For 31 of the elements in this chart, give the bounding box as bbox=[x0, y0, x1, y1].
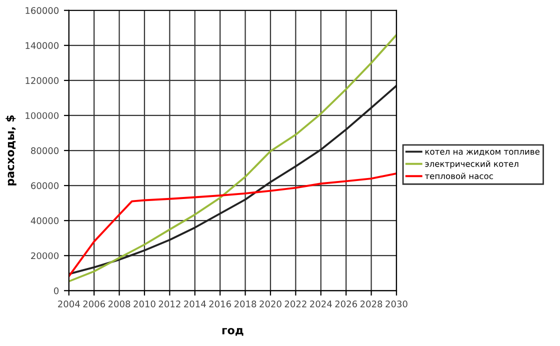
y-tick-label: 140000 bbox=[26, 42, 59, 49]
x-tick-label: 2010 bbox=[134, 300, 156, 308]
x-tick-label: 2026 bbox=[335, 300, 357, 308]
y-tick-label: 20000 bbox=[31, 252, 59, 260]
y-tick-label: 40000 bbox=[30, 217, 59, 224]
y-tick-label: 120000 bbox=[26, 77, 59, 84]
x-tick-label: 2008 bbox=[108, 300, 130, 308]
x-tick-label: 2004 bbox=[58, 300, 80, 308]
legend-label: котел на жидком топливе bbox=[425, 150, 540, 156]
y-tick-label: 160000 bbox=[26, 7, 59, 14]
x-tick-label: 2022 bbox=[284, 300, 306, 308]
line-series bbox=[68, 172, 396, 278]
y-tick-label: 100000 bbox=[26, 112, 59, 120]
x-tick-label: 2006 bbox=[83, 300, 105, 308]
line-series bbox=[68, 84, 396, 275]
x-tick-label: 2014 bbox=[184, 300, 206, 308]
legend-label: электрический котел bbox=[425, 160, 518, 169]
x-tick-label: 2012 bbox=[158, 300, 180, 308]
x-axis-title: год bbox=[222, 328, 244, 336]
y-tick-label: 0 bbox=[54, 287, 59, 294]
y-axis-title: расходы, $ bbox=[6, 115, 16, 186]
x-tick-label: 2030 bbox=[386, 300, 408, 308]
x-tick-label: 2028 bbox=[360, 300, 382, 308]
x-tick-label: 2020 bbox=[260, 300, 282, 308]
line-series bbox=[68, 34, 396, 282]
x-tick-label: 2024 bbox=[310, 300, 332, 308]
y-tick-label: 60000 bbox=[31, 182, 59, 190]
x-tick-label: 2018 bbox=[234, 300, 256, 308]
y-tick-label: 80000 bbox=[31, 147, 59, 154]
legend-label: тепловой насос bbox=[424, 172, 493, 180]
x-tick-label: 2016 bbox=[209, 300, 231, 308]
